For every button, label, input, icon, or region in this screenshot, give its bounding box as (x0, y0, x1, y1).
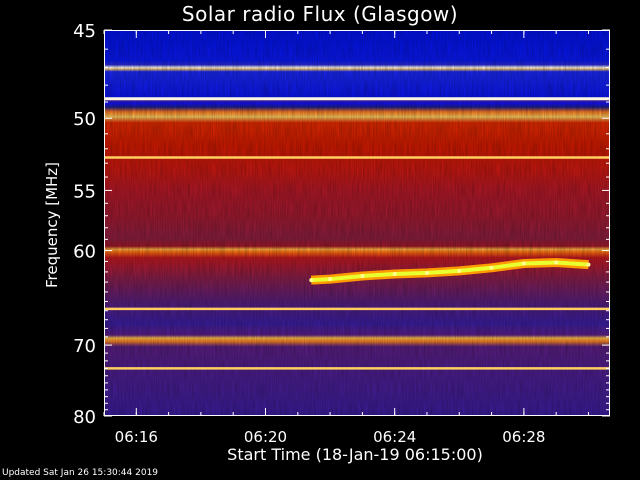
y-tick-label: 70 (73, 336, 96, 357)
burst-point (489, 265, 494, 270)
chart-title: Solar radio Flux (Glasgow) (181, 2, 459, 26)
burst-point (328, 277, 333, 282)
y-tick-label: 45 (73, 21, 96, 42)
burst-point (521, 261, 526, 266)
x-tick-label: 06:24 (373, 428, 416, 446)
y-tick-label: 55 (73, 181, 96, 202)
burst-point (424, 270, 429, 275)
burst-point (360, 274, 365, 279)
x-tick-label: 06:20 (244, 428, 287, 446)
plot-area (104, 30, 610, 416)
y-tick-label: 50 (73, 109, 96, 130)
x-tick-label: 06:28 (502, 428, 545, 446)
burst-trace (311, 260, 589, 283)
burst-point (554, 260, 559, 265)
axes: 45 50 55 60 70 80 06:16 06:20 06:24 06:28 (73, 21, 610, 446)
burst-point (586, 262, 591, 267)
x-axis-label: Start Time (18-Jan-19 06:15:00) (227, 445, 483, 464)
y-tick-label: 60 (73, 242, 96, 263)
burst-point (392, 271, 397, 276)
spectrogram-noise (104, 30, 610, 416)
burst-point (309, 278, 314, 283)
updated-timestamp: Updated Sat Jan 26 15:30:44 2019 (2, 468, 159, 478)
plot-frame (104, 30, 610, 416)
x-tick-label: 06:16 (115, 428, 158, 446)
burst-point (457, 268, 462, 273)
y-tick-label: 80 (73, 407, 96, 428)
y-axis-label: Frequency [MHz] (43, 161, 61, 289)
